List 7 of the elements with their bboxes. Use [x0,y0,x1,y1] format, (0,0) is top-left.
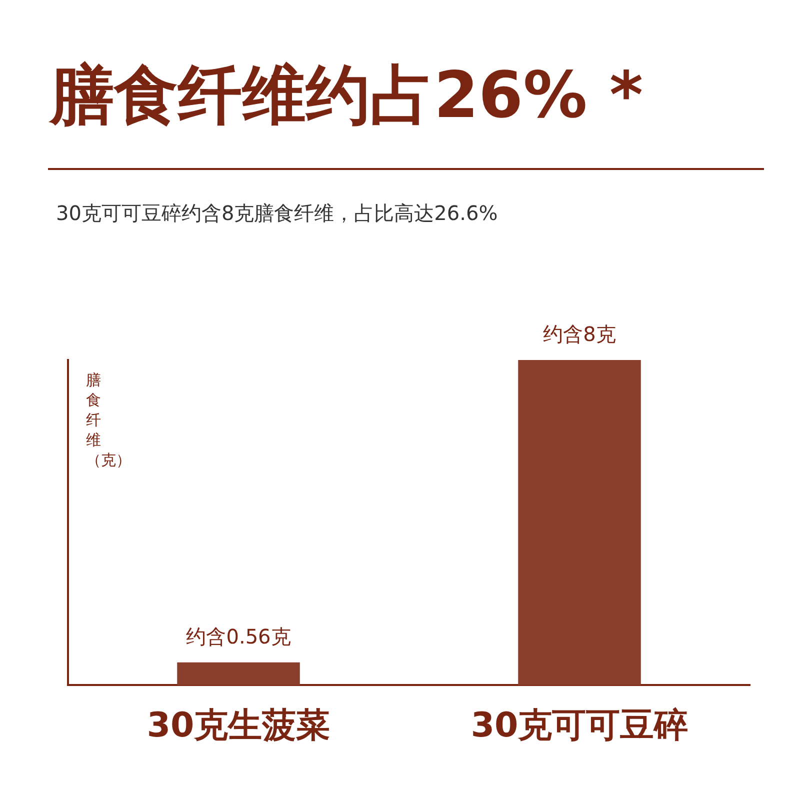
x-tick-label: 30克生菠菜 [146,705,330,746]
chart-subtitle: 30克可可豆碎约含8克膳食纤维，占比高达26.6% [56,200,498,227]
data-label: 约含8克 [543,322,616,346]
data-label: 约含0.56克 [186,624,291,649]
chart-title: 膳食纤维约占26% * [50,58,643,135]
y-axis-title: 膳食纤维（克） [86,370,131,470]
x-tick-label: 30克可可豆碎 [470,705,688,746]
